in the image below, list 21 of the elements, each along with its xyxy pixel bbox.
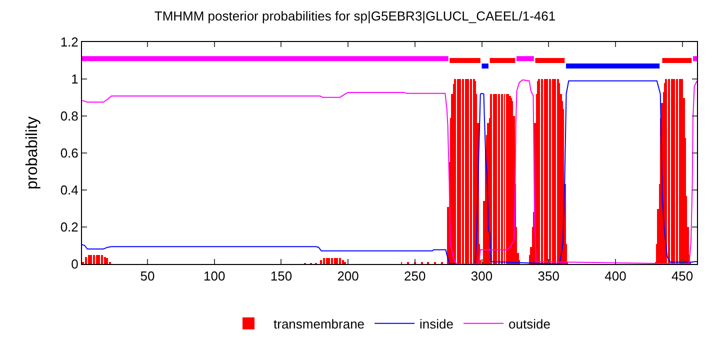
x-tick-label: 300: [470, 268, 493, 284]
y-tick-label: 0.6: [60, 146, 78, 161]
y-tick-label: 0: [71, 256, 78, 272]
y-axis-title: probability: [24, 116, 42, 190]
y-tick-label: 1: [71, 72, 78, 87]
x-tick-label: 100: [204, 268, 226, 284]
x-tick-label: 200: [337, 268, 359, 284]
x-tick-label: 400: [604, 268, 626, 284]
y-tick-label: 0.2: [60, 220, 78, 235]
x-tick-label: 450: [671, 268, 694, 284]
x-tick-label: 250: [404, 268, 426, 284]
y-tick-label: 0.8: [60, 108, 78, 124]
x-tick-label: 150: [270, 268, 292, 284]
y-tick-label: 1.2: [60, 34, 78, 50]
legend-label: transmembrane: [274, 316, 365, 332]
legend-label: inside: [420, 316, 454, 332]
legend-label: outside: [508, 316, 550, 332]
chart-title: TMHMM posterior probabilities for sp|G5EBR3|GLUCL_CAEEL/1-461: [154, 8, 556, 24]
x-tick-label: 350: [538, 268, 560, 284]
y-tick-label: 0.4: [60, 182, 78, 198]
x-tick-label: 50: [140, 268, 155, 284]
